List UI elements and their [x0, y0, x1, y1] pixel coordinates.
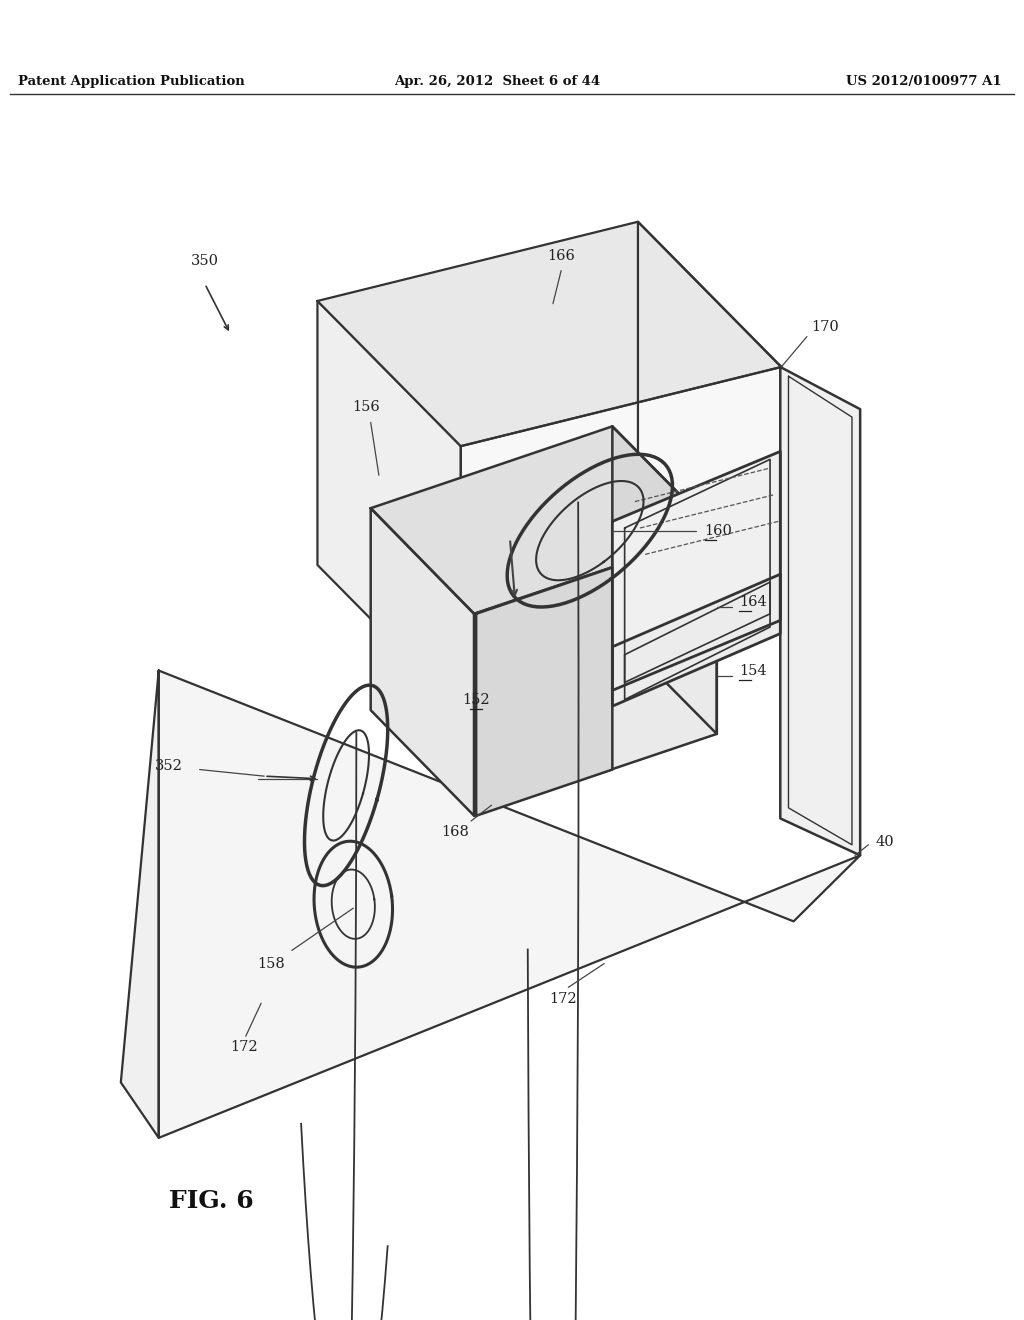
Text: 164: 164 — [739, 595, 767, 609]
Text: 154: 154 — [739, 664, 767, 677]
Polygon shape — [638, 222, 781, 631]
Text: 152: 152 — [463, 693, 489, 706]
Text: Patent Application Publication: Patent Application Publication — [18, 75, 245, 88]
Polygon shape — [476, 568, 612, 816]
Text: 40: 40 — [876, 836, 894, 849]
Text: FIG. 6: FIG. 6 — [169, 1189, 254, 1213]
Text: 168: 168 — [441, 825, 470, 838]
Text: 172: 172 — [550, 993, 577, 1006]
Polygon shape — [612, 574, 780, 706]
Text: 166: 166 — [547, 249, 575, 263]
Text: 156: 156 — [352, 400, 381, 413]
Text: 170: 170 — [811, 321, 839, 334]
Polygon shape — [612, 426, 717, 734]
Text: 172: 172 — [230, 1040, 257, 1053]
Text: 158: 158 — [257, 957, 286, 970]
Polygon shape — [461, 367, 781, 710]
Polygon shape — [780, 367, 860, 855]
Polygon shape — [121, 671, 159, 1138]
Polygon shape — [612, 451, 780, 690]
Text: 350: 350 — [190, 255, 219, 268]
Text: 352: 352 — [155, 759, 183, 772]
Polygon shape — [371, 508, 474, 816]
Polygon shape — [317, 222, 781, 446]
Text: US 2012/0100977 A1: US 2012/0100977 A1 — [846, 75, 1001, 88]
Text: Apr. 26, 2012  Sheet 6 of 44: Apr. 26, 2012 Sheet 6 of 44 — [394, 75, 600, 88]
Polygon shape — [159, 671, 860, 1138]
Polygon shape — [474, 532, 717, 816]
Polygon shape — [317, 301, 461, 710]
Polygon shape — [371, 426, 717, 614]
Text: 160: 160 — [705, 524, 732, 537]
